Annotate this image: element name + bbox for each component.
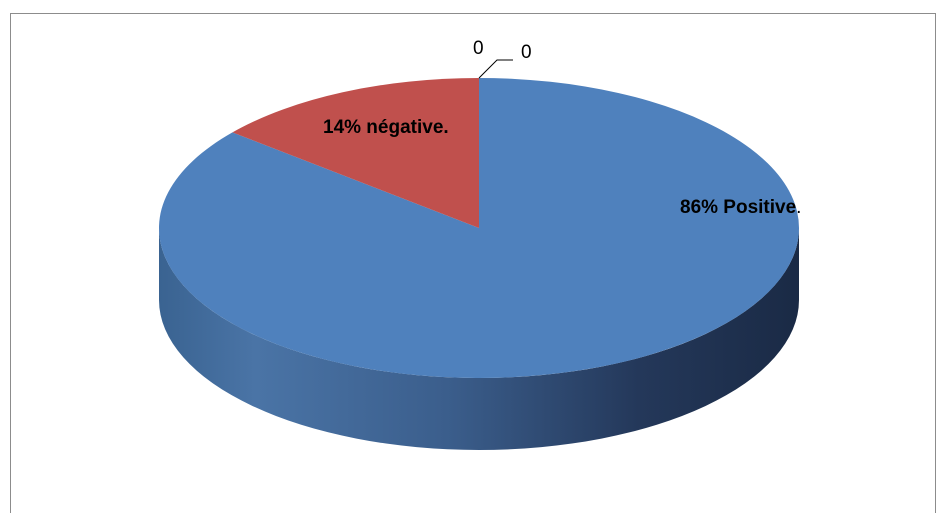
slice-label-positive: 86% Positive. xyxy=(680,197,801,218)
pie-side-wall xyxy=(159,228,799,450)
pie-slice-1 xyxy=(232,78,479,228)
chart-frame xyxy=(10,13,936,513)
slice-label-zero-2: 0 xyxy=(521,42,532,63)
leader-line xyxy=(478,59,513,79)
slice-label-zero-1: 0 xyxy=(473,38,484,59)
slice-label-negative: 14% négative. xyxy=(323,117,449,138)
